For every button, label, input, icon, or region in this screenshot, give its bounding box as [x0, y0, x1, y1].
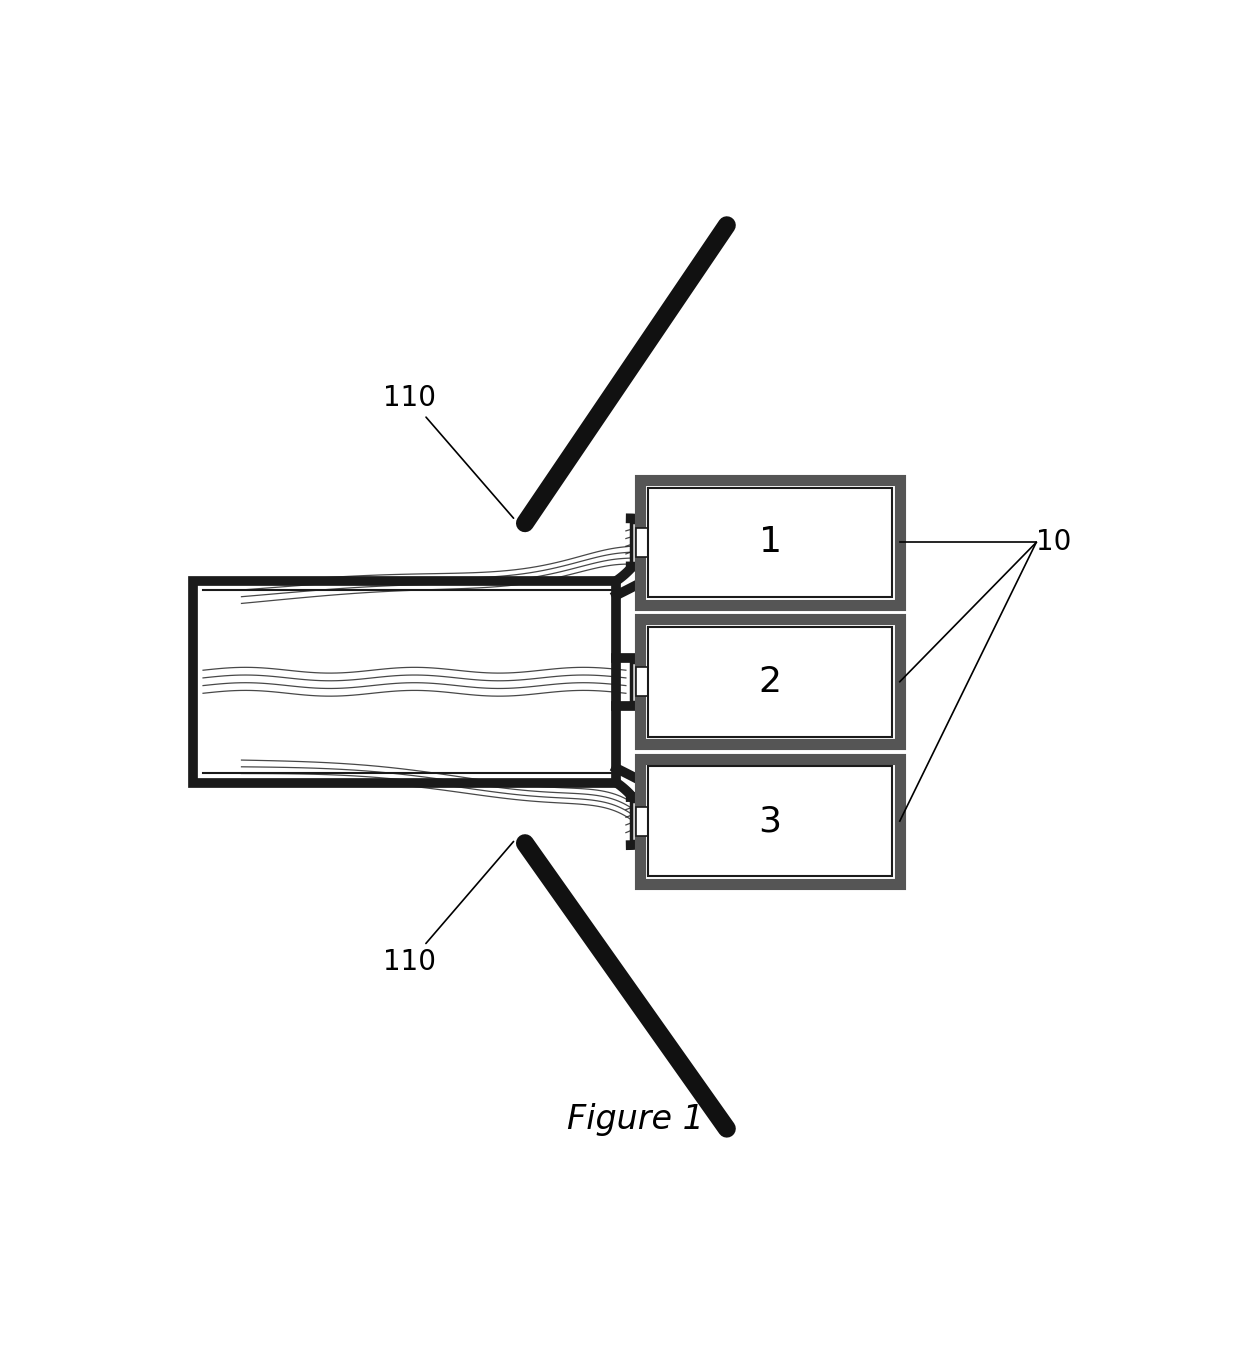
Text: Figure 1: Figure 1	[567, 1103, 704, 1135]
Text: 110: 110	[383, 385, 513, 518]
Bar	[193, 580, 616, 783]
Text: 3: 3	[759, 805, 781, 838]
Bar	[636, 528, 658, 556]
Bar	[649, 767, 892, 876]
Bar	[631, 522, 665, 563]
Bar	[649, 487, 892, 597]
Bar	[640, 620, 900, 744]
Text: 1: 1	[759, 525, 781, 559]
Bar	[649, 626, 892, 737]
Text: 2: 2	[759, 664, 781, 699]
Bar	[631, 801, 665, 841]
Text: 10: 10	[1035, 528, 1071, 556]
Bar	[640, 759, 900, 883]
Bar	[640, 481, 900, 605]
Bar	[631, 662, 665, 702]
Text: 110: 110	[383, 841, 513, 976]
Bar	[636, 667, 658, 697]
Bar	[636, 807, 658, 836]
